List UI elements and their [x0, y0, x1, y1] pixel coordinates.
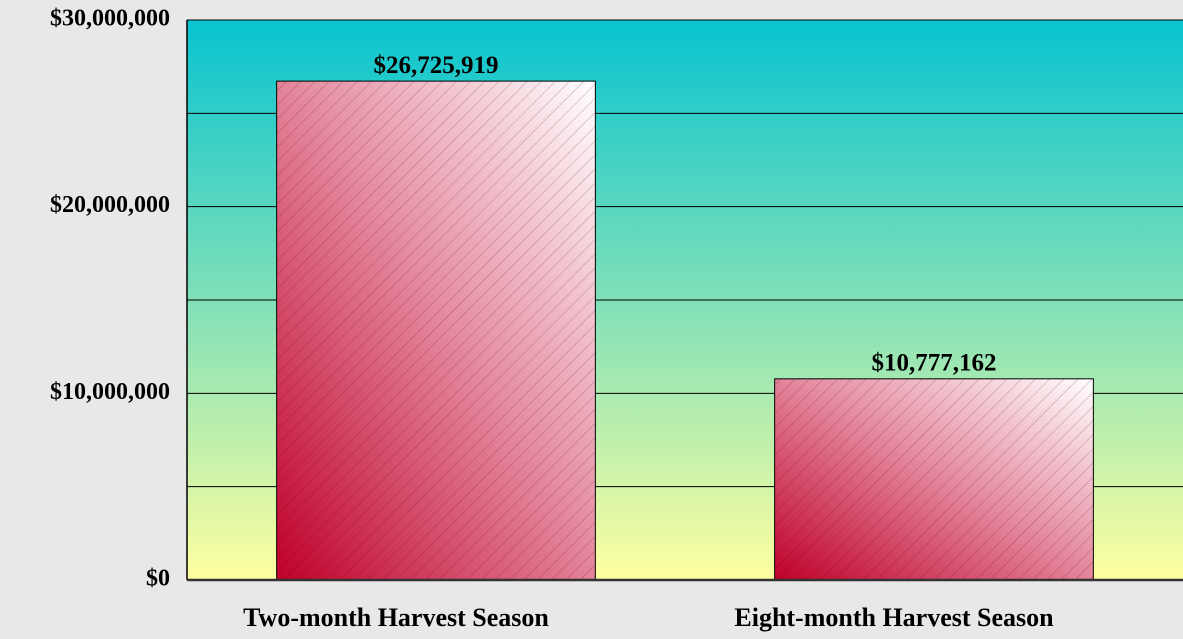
value-label: $10,777,162: [872, 350, 997, 377]
y-tick-label: $10,000,000: [50, 379, 170, 405]
x-tick-label: Eight-month Harvest Season: [734, 603, 1054, 632]
bar-hatch: [276, 81, 596, 580]
x-tick-label: Two-month Harvest Season: [243, 603, 549, 632]
y-tick-label: $30,000,000: [50, 6, 170, 32]
bar-hatch: [774, 378, 1094, 580]
value-label: $26,725,919: [374, 52, 499, 79]
y-tick-label: $0: [146, 566, 170, 592]
y-tick-label: $20,000,000: [50, 192, 170, 218]
